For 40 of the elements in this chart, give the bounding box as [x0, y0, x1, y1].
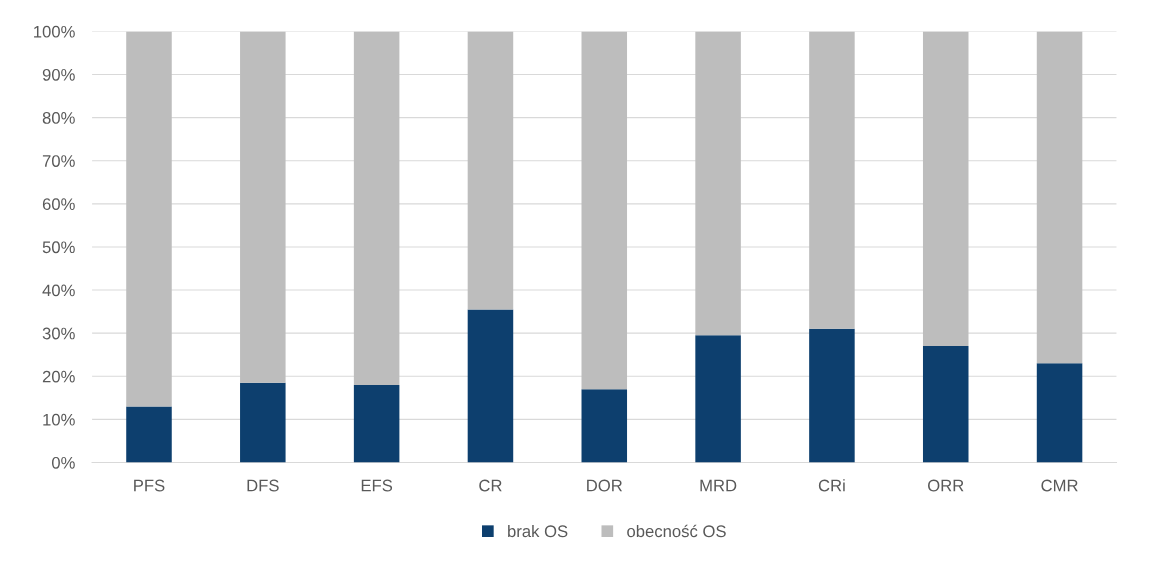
x-tick-label: PFS: [134, 479, 165, 492]
x-tick-label: ORR: [928, 479, 964, 492]
y-tick-label: 0%: [51, 456, 75, 469]
bar: [126, 406, 172, 463]
y-tick-label: 80%: [42, 112, 75, 124]
y-tick-label: 90%: [42, 68, 75, 81]
x-tick-label: CMR: [1041, 479, 1078, 492]
y-tick-label: 60%: [42, 198, 75, 211]
y-tick-label: 50%: [42, 241, 75, 254]
bar: [581, 31, 628, 390]
bar: [809, 328, 855, 463]
x-tick-label: DFS: [247, 479, 279, 492]
legend-label: obecność OS: [627, 524, 726, 538]
bar: [467, 309, 514, 463]
bar: [695, 335, 741, 463]
bar: [467, 31, 514, 310]
bar: [353, 384, 400, 463]
bar: [1036, 363, 1083, 463]
bar: [809, 31, 855, 329]
bar: [1036, 31, 1083, 364]
y-tick-label: 10%: [43, 413, 75, 426]
x-tick-label: CR: [479, 479, 502, 492]
bar: [695, 31, 741, 336]
x-tick-label: MRD: [700, 479, 737, 492]
y-tick-label: 70%: [42, 155, 75, 167]
y-tick-label: 100%: [34, 25, 75, 38]
y-tick-label: 20%: [42, 370, 75, 383]
bar: [240, 382, 286, 463]
x-tick-label: EFS: [361, 479, 393, 492]
x-tick-label: DOR: [587, 479, 623, 492]
bar: [126, 31, 172, 407]
bar: [353, 31, 400, 385]
bar: [581, 389, 628, 463]
x-tick-label: CRi: [818, 479, 845, 492]
legend-label: brak OS: [508, 524, 568, 538]
y-tick-label: 30%: [42, 327, 75, 340]
bar: [240, 31, 286, 383]
y-tick-label: 40%: [42, 284, 75, 297]
bar: [922, 346, 969, 463]
bar: [922, 31, 969, 347]
